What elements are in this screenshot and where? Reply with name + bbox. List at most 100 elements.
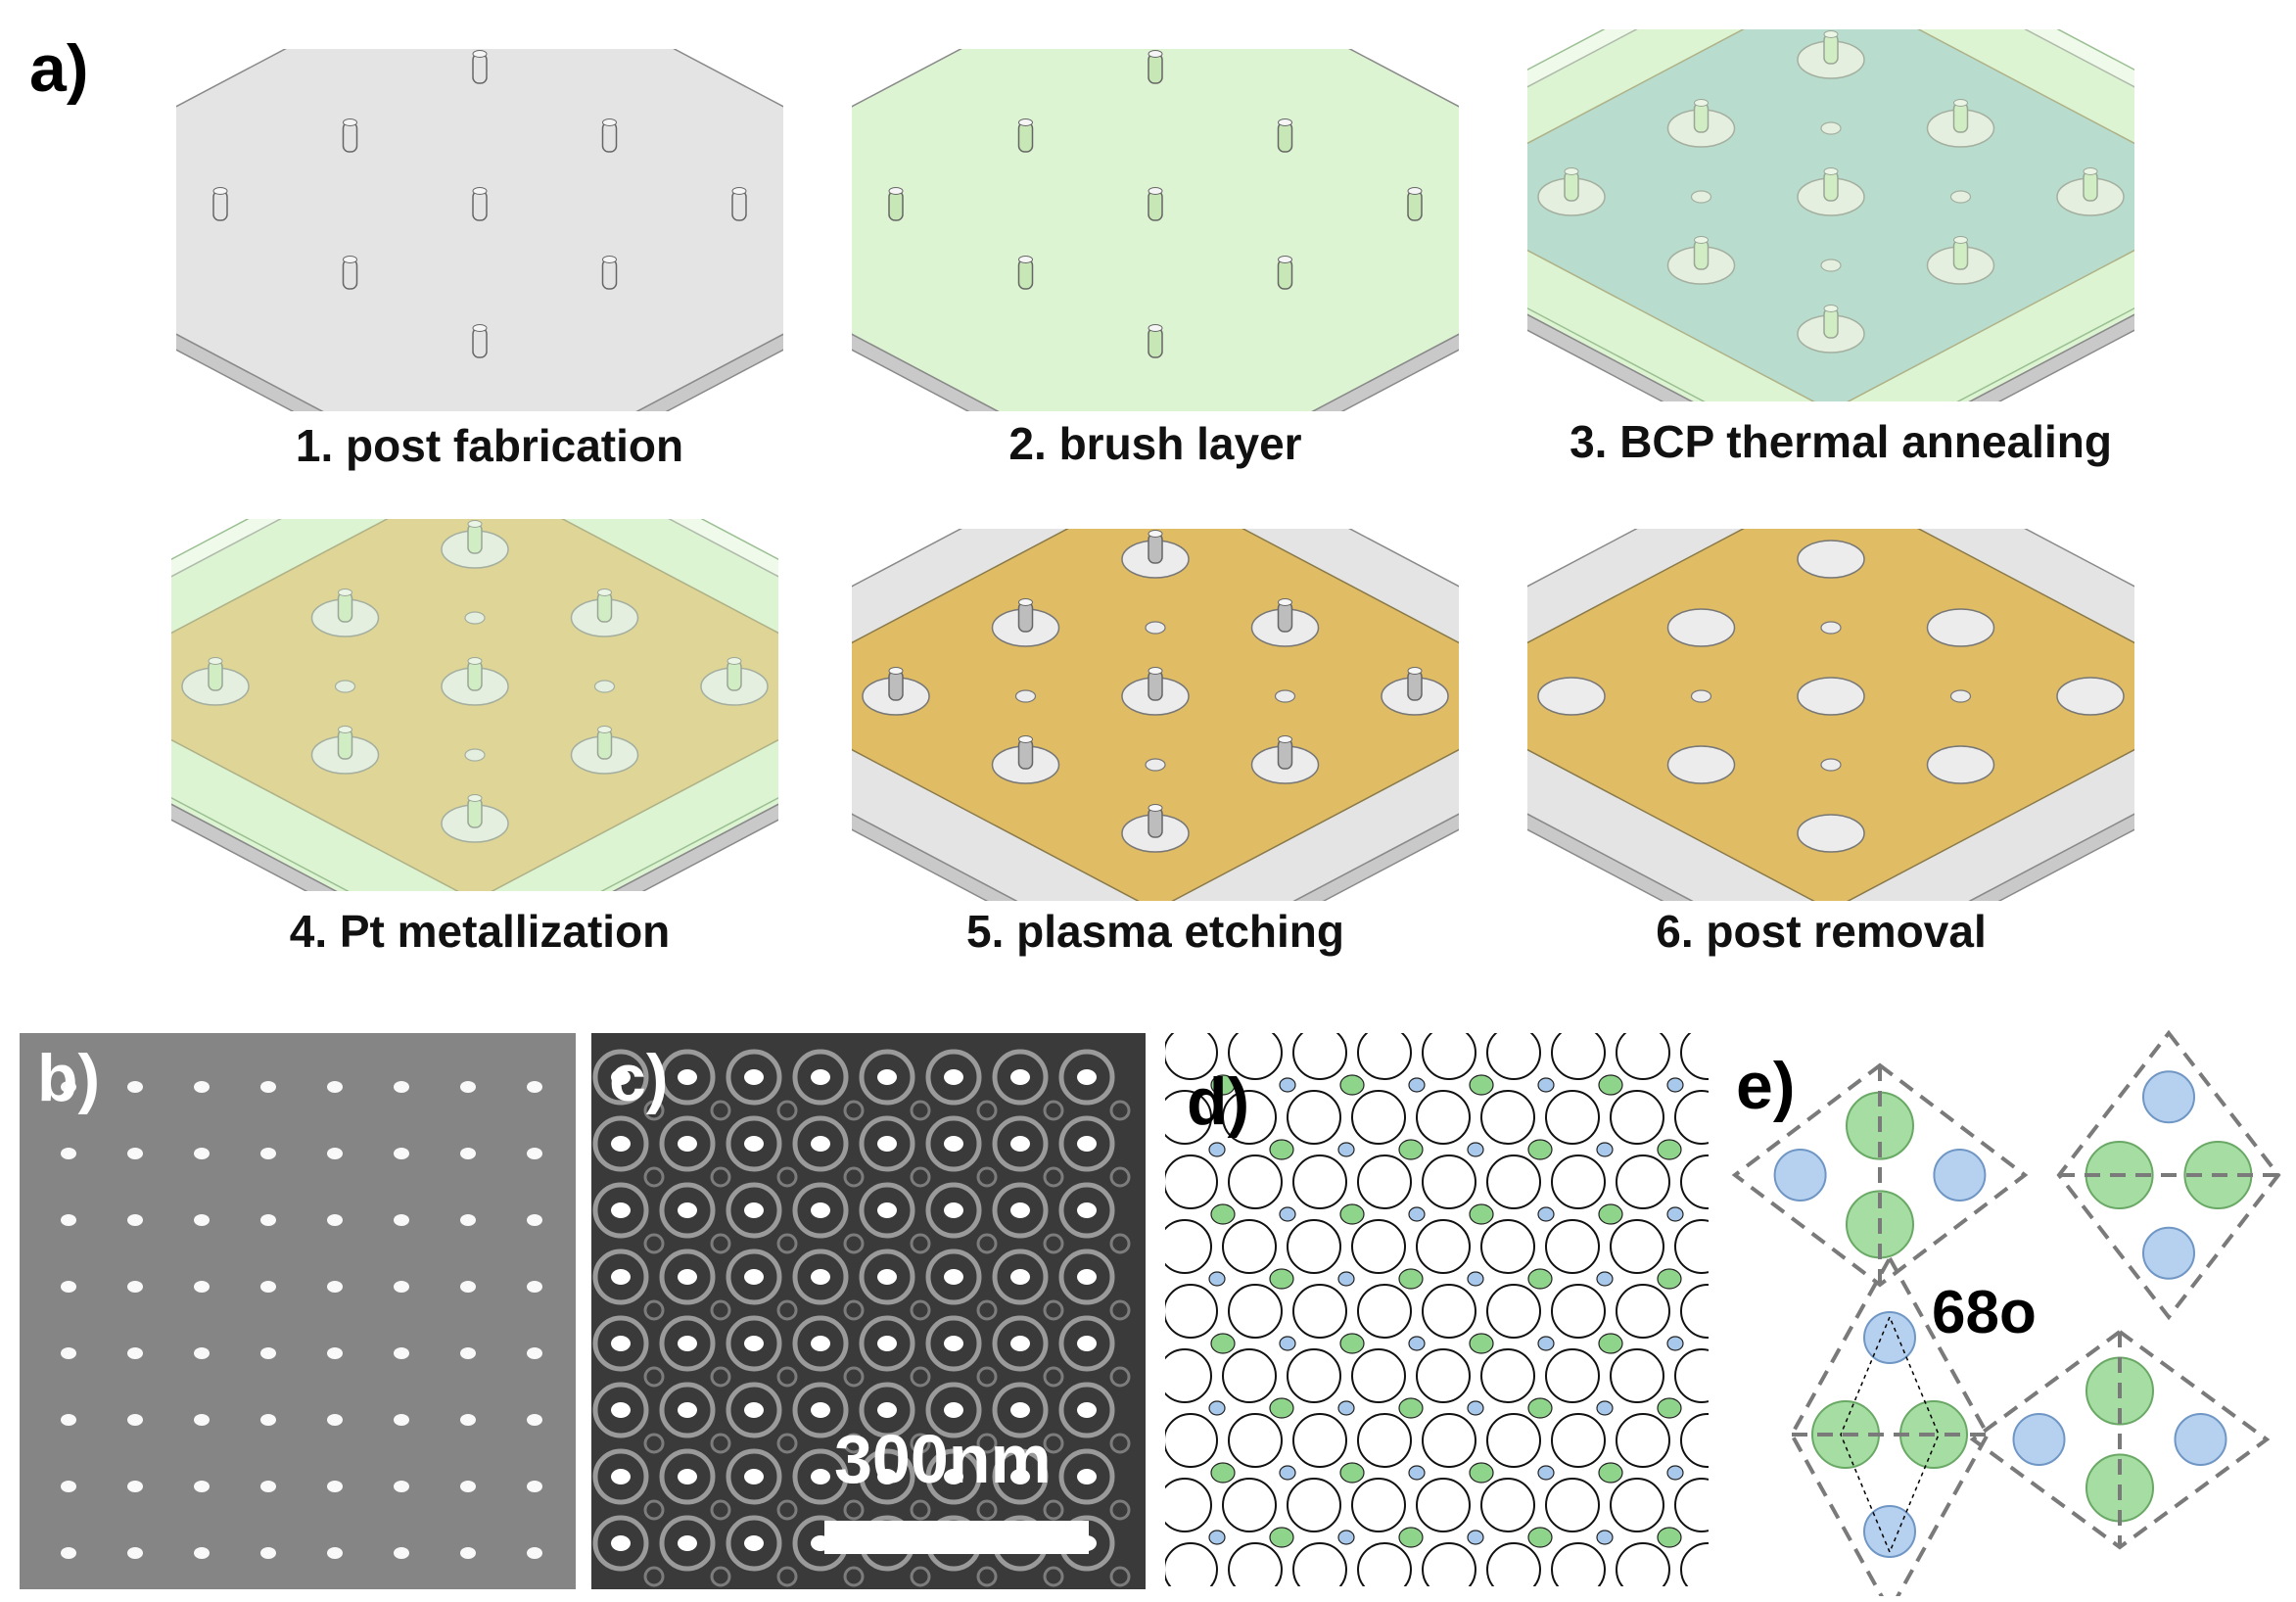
bcp-ring [992, 1049, 1049, 1106]
large-pore-outline [1287, 1348, 1341, 1403]
bcp-ring [859, 1448, 915, 1505]
small-ring [910, 1166, 931, 1188]
green-pore [1598, 1462, 1623, 1484]
post-center [1077, 1269, 1097, 1285]
post-dot [127, 1414, 143, 1426]
post-top [1694, 99, 1709, 107]
post-center [1010, 1402, 1030, 1418]
post-top [1018, 598, 1033, 606]
blue-pore [1467, 1530, 1484, 1545]
small-ring [1043, 1233, 1064, 1254]
large-pore-outline [1551, 1154, 1606, 1209]
porous-network [1527, 529, 2134, 901]
small-pore [1820, 121, 1842, 135]
bcp-ring [792, 1182, 849, 1239]
post-dot [194, 1547, 210, 1559]
small-ring [710, 1566, 731, 1587]
post-center [744, 1402, 764, 1418]
post-dot [260, 1148, 276, 1159]
post-top [1148, 50, 1163, 58]
post-top [1823, 167, 1839, 175]
panel-b-letter: b) [37, 1041, 101, 1115]
post [888, 670, 904, 701]
post-center [744, 1269, 764, 1285]
bcp-ring-pattern [592, 1049, 1131, 1587]
large-pore-outline [1680, 1542, 1709, 1586]
post-center [811, 1269, 830, 1285]
small-ring [710, 1233, 731, 1254]
large-pore-outline [1480, 1090, 1535, 1145]
large-pore-outline [1680, 1413, 1709, 1468]
small-ring [1109, 1299, 1131, 1321]
bcp-ring [592, 1182, 649, 1239]
post-dot [527, 1148, 542, 1159]
post-center [678, 1269, 697, 1285]
bcp-ring [992, 1182, 1049, 1239]
post-top [1823, 305, 1839, 312]
post-dot [394, 1347, 409, 1359]
bcp-ring [726, 1515, 782, 1572]
post [1407, 670, 1423, 701]
large-pore-outline [1351, 1090, 1406, 1145]
bcp-ring [659, 1382, 716, 1438]
post-center [877, 1469, 897, 1484]
post-center [678, 1202, 697, 1218]
post-dot [61, 1481, 76, 1492]
small-pore [1820, 259, 1842, 272]
small-ring [1043, 1499, 1064, 1521]
blue-site [1933, 1149, 1987, 1202]
small-ring [976, 1100, 998, 1121]
blue-pore [1279, 1336, 1296, 1351]
post-dot [61, 1347, 76, 1359]
blue-pore [1337, 1530, 1355, 1545]
post-top [726, 657, 742, 665]
green-pore [1269, 1139, 1294, 1160]
post-top [1018, 118, 1033, 126]
small-ring [910, 1366, 931, 1388]
post-dot [527, 1347, 542, 1359]
post-top [338, 589, 352, 596]
small-ring [976, 1433, 998, 1454]
post-top [467, 794, 483, 802]
green-pore [1657, 1397, 1682, 1419]
large-pore-outline [1674, 1478, 1709, 1532]
green-pore [1657, 1139, 1682, 1160]
post-center [1010, 1469, 1030, 1484]
step-4-illustration [171, 519, 778, 891]
blue-pore [1408, 1206, 1426, 1222]
bcp-ring [925, 1182, 982, 1239]
large-pore-outline [1674, 1219, 1709, 1274]
bcp-ring [1058, 1382, 1115, 1438]
post-center [611, 1535, 631, 1551]
small-ring [910, 1433, 931, 1454]
post-dot [260, 1547, 276, 1559]
green-pore [1210, 1462, 1236, 1484]
blue-site [1773, 1149, 1827, 1202]
panel-e-letter: e) [1736, 1049, 1796, 1123]
post-dot [127, 1148, 143, 1159]
post-center [611, 1336, 631, 1351]
post-dot [527, 1547, 542, 1559]
brush-overlay [171, 519, 778, 891]
post-dot [61, 1547, 76, 1559]
post-dot [327, 1081, 343, 1093]
bcp-ring [992, 1249, 1049, 1305]
green-pore [1657, 1268, 1682, 1290]
blue-pore [1408, 1336, 1426, 1351]
post-top [1148, 804, 1163, 812]
post-center [944, 1069, 963, 1085]
bcp-ring [726, 1448, 782, 1505]
post-top [1148, 324, 1163, 332]
large-pore-outline [1357, 1413, 1412, 1468]
blue-pore [1596, 1271, 1614, 1287]
step-2-label: 2. brush layer [1008, 418, 1302, 469]
bcp-ring [592, 1049, 649, 1106]
post-center [1077, 1469, 1097, 1484]
post [1148, 327, 1163, 358]
small-ring [843, 1566, 865, 1587]
post-center [944, 1336, 963, 1351]
small-ring [776, 1299, 798, 1321]
large-pore-outline [1357, 1154, 1412, 1209]
large-pore-outline [1357, 1284, 1412, 1339]
post [1017, 738, 1034, 770]
